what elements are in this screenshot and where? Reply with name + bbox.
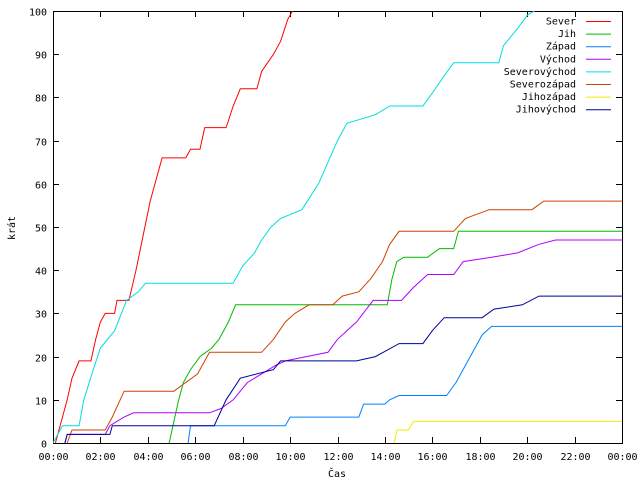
x-axis-label: Čas (328, 467, 346, 480)
legend: SeverJihZápadVýchodSeverovýchodSeverozáp… (504, 17, 611, 116)
legend-label: Jih (558, 29, 576, 40)
legend-label: Západ (546, 41, 576, 53)
legend-label: Severozápad (510, 79, 576, 91)
x-tick-label: 14:00 (370, 452, 400, 463)
x-tick-label: 06:00 (180, 452, 210, 463)
y-tick-label: 90 (35, 51, 47, 62)
x-tick-label: 04:00 (133, 452, 163, 463)
series-line-severovýchod (53, 11, 535, 443)
legend-label: Severovýchod (504, 66, 576, 78)
series-line-jihovýchod (64, 295, 622, 443)
x-tick-label: 00:00 (607, 452, 637, 463)
series-line-severozápad (66, 200, 622, 443)
y-tick-label: 40 (35, 267, 47, 278)
x-tick-label: 00:00 (38, 452, 68, 463)
y-tick-label: 10 (35, 397, 47, 408)
x-tick-label: 12:00 (323, 452, 353, 463)
y-tick-label: 50 (35, 224, 47, 235)
series-line-východ (64, 239, 622, 443)
x-tick-label: 08:00 (228, 452, 258, 463)
series-line-západ (187, 325, 622, 443)
y-tick-label: 80 (35, 94, 47, 105)
y-tick-label: 70 (35, 138, 47, 149)
x-tick-label: 16:00 (417, 452, 447, 463)
x-tick-label: 22:00 (560, 452, 590, 463)
x-axis-ticks: 00:00 02:00 04:00 06:00 08:00 10:00 12:00 14:00… (38, 11, 638, 463)
y-tick-label: 30 (35, 310, 47, 321)
legend-label: Jihozápad (522, 91, 576, 103)
y-tick-label: 20 (35, 354, 47, 365)
y-tick-label: 60 (35, 181, 47, 192)
series-line-jihozápad (393, 420, 622, 443)
series-lines (53, 11, 622, 443)
series-line-sever (54, 11, 293, 443)
series-line-jih (168, 230, 622, 443)
x-tick-label: 18:00 (465, 452, 495, 463)
x-tick-label: 02:00 (85, 452, 115, 463)
legend-label: Jihovýchod (516, 104, 576, 116)
legend-label: Sever (546, 17, 576, 28)
x-tick-label: 20:00 (512, 452, 542, 463)
y-tick-label: 0 (41, 440, 47, 451)
y-axis-ticks: 0 10 20 30 40 50 60 70 80 90 100 (29, 8, 622, 451)
y-axis-label: krát (6, 216, 18, 240)
legend-label: Východ (540, 53, 576, 65)
y-tick-label: 100 (29, 8, 47, 19)
x-tick-label: 10:00 (275, 452, 305, 463)
